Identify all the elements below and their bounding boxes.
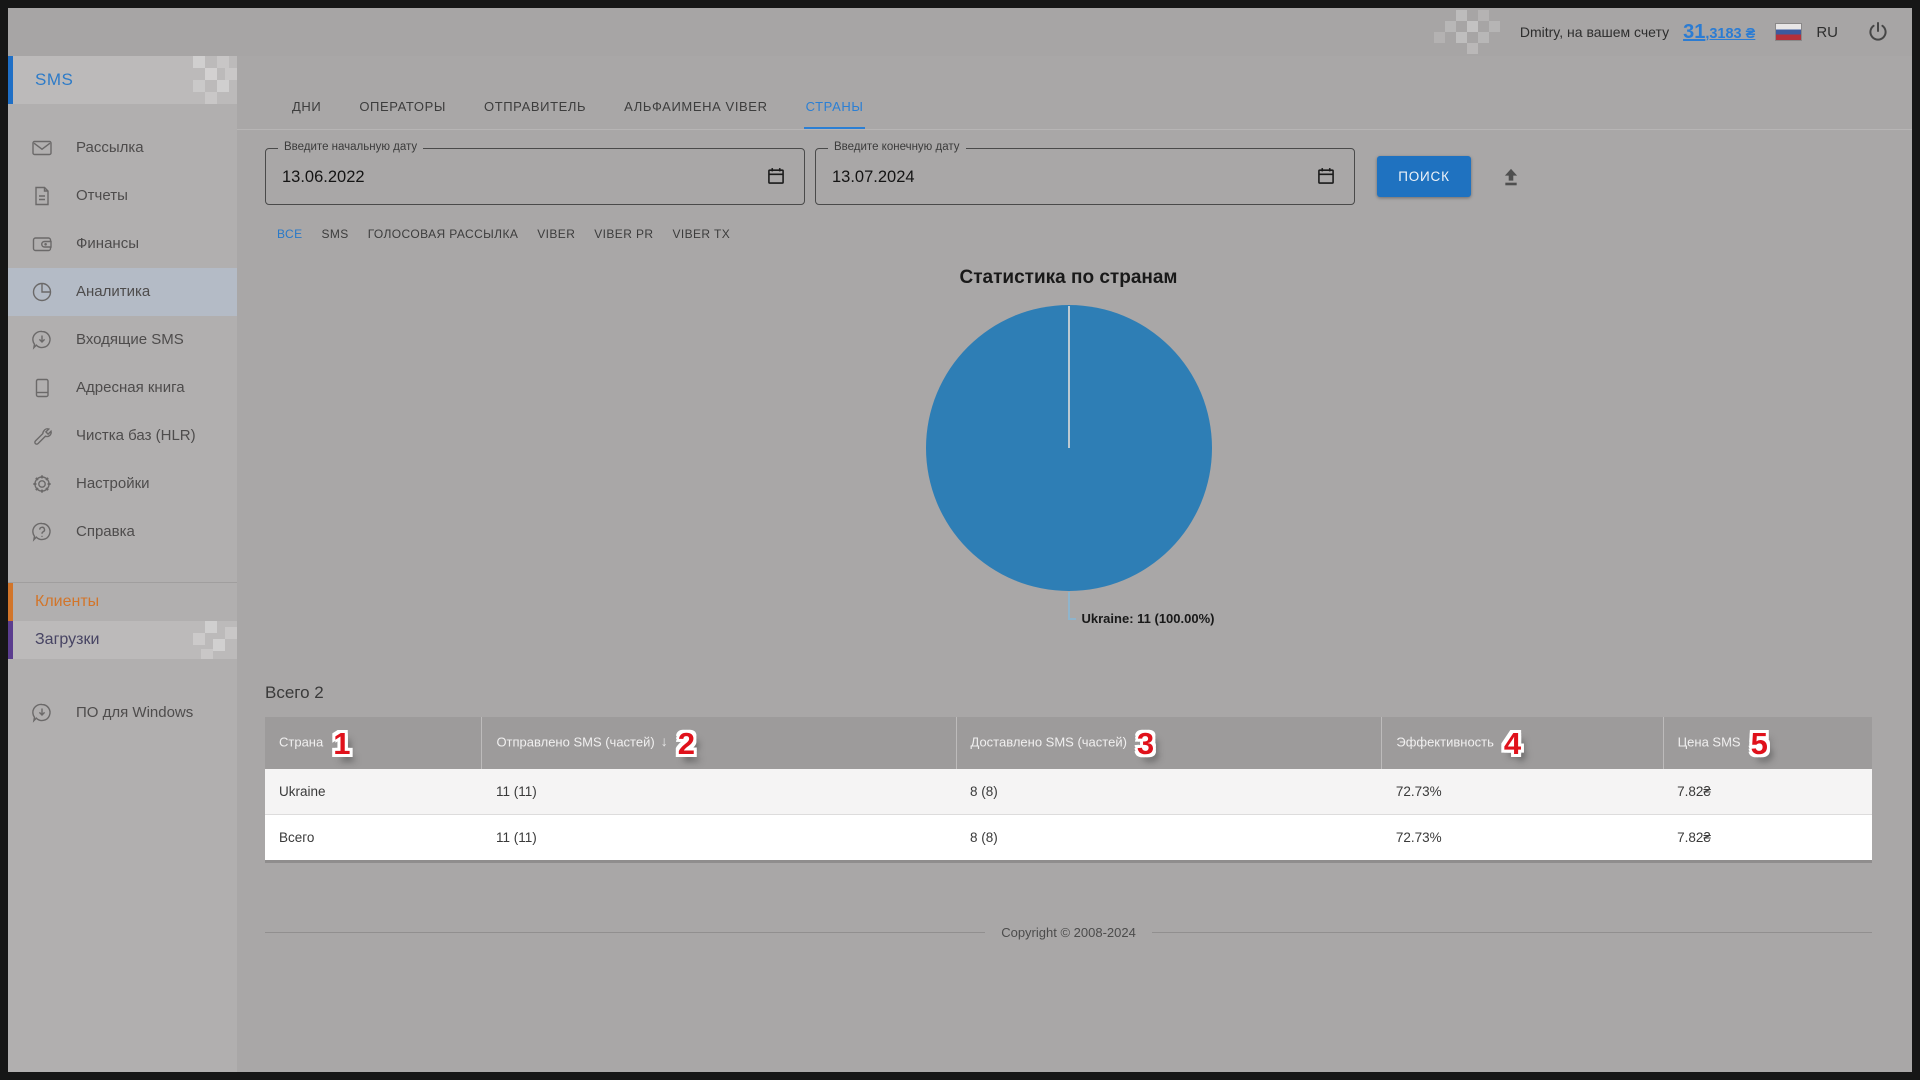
start-date-field[interactable]: Введите начальную дату 13.06.2022 — [265, 141, 805, 205]
sidebar-divider — [8, 582, 237, 583]
checker-decoration — [181, 621, 237, 659]
wallet-icon — [30, 232, 54, 256]
filter-viber-tx[interactable]: VIBER TX — [672, 227, 731, 241]
filter-viber-pr[interactable]: VIBER PR — [594, 227, 654, 241]
tab-strany[interactable]: СТРАНЫ — [803, 95, 866, 129]
checker-decoration — [1433, 10, 1500, 54]
windows-download-icon — [30, 701, 54, 725]
sidebar-nav: Рассылка Отчеты Финансы Аналитика — [8, 124, 237, 556]
filter-golosovaya[interactable]: ГОЛОСОВАЯ РАССЫЛКА — [367, 227, 519, 241]
sidebar-item-analitika[interactable]: Аналитика — [8, 268, 237, 316]
search-button[interactable]: ПОИСК — [1377, 156, 1471, 197]
balance-link[interactable]: 31,3183 ₴ — [1683, 21, 1755, 44]
envelope-icon — [30, 136, 54, 160]
sidebar-section-sms[interactable]: SMS — [8, 56, 237, 104]
russian-flag-icon — [1775, 23, 1803, 41]
cell-sent: 11 (11) — [481, 769, 956, 815]
sidebar-section-title: SMS — [35, 70, 74, 89]
copyright-text: Copyright © 2008-2024 — [1001, 925, 1136, 940]
cell-price: 7.82₴ — [1663, 814, 1872, 863]
column-header-strana[interactable]: Страна 1 — [265, 717, 483, 769]
sidebar-item-rassylka[interactable]: Рассылка — [8, 124, 237, 172]
countries-chart: Статистика по странам Ukraine: 11 (100.0… — [265, 267, 1872, 639]
end-date-field[interactable]: Введите конечную дату 13.07.2024 — [815, 141, 1355, 205]
column-header-dostavleno[interactable]: Доставлено SMS (частей) 3 — [956, 717, 1383, 769]
sidebar-item-adresnaya-kniga[interactable]: Адресная книга — [8, 364, 237, 412]
calendar-icon[interactable] — [1316, 166, 1336, 186]
sidebar-item-klienty[interactable]: Клиенты — [8, 583, 237, 621]
gear-icon — [30, 472, 54, 496]
tab-operatory[interactable]: ОПЕРАТОРЫ — [359, 99, 446, 114]
pie-slice-label: Ukraine: 11 (100.00%) — [1081, 611, 1215, 626]
channel-filter-bar: ВСЕ SMS ГОЛОСОВАЯ РАССЫЛКА VIBER VIBER P… — [277, 227, 1872, 241]
tab-dni[interactable]: ДНИ — [292, 99, 322, 114]
annotation-1: 1 — [333, 726, 351, 761]
annotation-4: 4 — [1503, 726, 1522, 761]
sidebar-item-finansy[interactable]: Финансы — [8, 220, 237, 268]
filter-viber[interactable]: VIBER — [537, 227, 576, 241]
start-date-label: Введите начальную дату — [278, 141, 424, 153]
annotation-2: 2 — [677, 726, 695, 761]
table-row-total: Всего 11 (11) 8 (8) 72.73% 7.82₴ — [265, 814, 1872, 863]
wrench-icon — [30, 424, 54, 448]
end-date-value: 13.07.2024 — [832, 168, 915, 186]
address-book-icon — [30, 376, 54, 400]
cell-country: Всего — [265, 814, 482, 863]
help-icon — [30, 520, 54, 544]
annotation-3: 3 — [1136, 726, 1155, 761]
column-header-cena-sms[interactable]: Цена SMS 5 — [1663, 717, 1872, 769]
sort-desc-icon: ↓ — [660, 733, 668, 750]
logout-power-icon[interactable] — [1866, 20, 1890, 44]
analytics-pie-icon — [30, 280, 54, 304]
tab-otpravitel[interactable]: ОТПРАВИТЕЛЬ — [483, 99, 587, 114]
balance-integer: 31 — [1683, 20, 1706, 43]
cell-efficiency: 72.73% — [1381, 814, 1664, 863]
pie-chart: Ukraine: 11 (100.00%) — [924, 303, 1214, 639]
account-greeting: Dmitry, на вашем счету — [1519, 24, 1670, 40]
table-row: Ukraine 11 (11) 8 (8) 72.73% 7.82₴ — [265, 769, 1872, 815]
sidebar-item-po-windows[interactable]: ПО для Windows — [8, 689, 237, 737]
end-date-label: Введите конечную дату — [828, 141, 966, 153]
sidebar-item-zagruzki[interactable]: Загрузки — [8, 621, 237, 659]
cell-delivered: 8 (8) — [956, 814, 1382, 863]
calendar-icon[interactable] — [766, 166, 786, 186]
cell-sent: 11 (11) — [481, 814, 956, 863]
tabs-divider — [237, 129, 1912, 130]
cell-delivered: 8 (8) — [956, 769, 1382, 815]
date-filter-row: Введите начальную дату 13.06.2022 Введит… — [265, 141, 1872, 205]
cell-country: Ukraine — [265, 769, 482, 815]
incoming-sms-icon — [30, 328, 54, 352]
language-switcher[interactable]: RU — [1816, 23, 1838, 41]
annotation-5: 5 — [1750, 726, 1768, 761]
countries-table: Страна 1 Отправлено SMS (частей) ↓ 2 Достав… — [265, 717, 1872, 863]
tab-alfaimena-viber[interactable]: АЛЬФАИМЕНА VIBER — [624, 99, 768, 114]
pie-chart-svg — [925, 305, 1212, 620]
filter-sms[interactable]: SMS — [321, 227, 349, 241]
sidebar-item-otchety[interactable]: Отчеты — [8, 172, 237, 220]
checker-decoration — [181, 56, 237, 104]
export-upload-icon[interactable] — [1499, 165, 1523, 189]
cell-price: 7.82₴ — [1663, 769, 1872, 815]
sidebar-item-spravka[interactable]: Справка — [8, 508, 237, 556]
column-header-otpravleno[interactable]: Отправлено SMS (частей) ↓ 2 — [481, 717, 957, 769]
sidebar-item-chistka-baz[interactable]: Чистка баз (HLR) — [8, 412, 237, 460]
start-date-value: 13.06.2022 — [282, 168, 365, 186]
cell-efficiency: 72.73% — [1381, 769, 1664, 815]
main-content: ДНИ ОПЕРАТОРЫ ОТПРАВИТЕЛЬ АЛЬФАИМЕНА VIB… — [237, 56, 1912, 1072]
tab-bar: ДНИ ОПЕРАТОРЫ ОТПРАВИТЕЛЬ АЛЬФАИМЕНА VIB… — [290, 95, 1872, 129]
table-header-row: Страна 1 Отправлено SMS (частей) ↓ 2 Достав… — [265, 717, 1872, 769]
report-icon — [30, 184, 54, 208]
sidebar-item-nastroiki[interactable]: Настройки — [8, 460, 237, 508]
top-bar: Dmitry, на вашем счету 31,3183 ₴ RU — [8, 8, 1912, 56]
chart-title: Статистика по странам — [959, 267, 1178, 288]
filter-vse[interactable]: ВСЕ — [277, 227, 303, 241]
table-total-count: Всего 2 — [265, 683, 324, 702]
sidebar: SMS Рассылка Отчет — [8, 56, 237, 1072]
app-window: Dmitry, на вашем счету 31,3183 ₴ RU SMS — [8, 8, 1912, 1072]
sidebar-item-vhodyashchie-sms[interactable]: Входящие SMS — [8, 316, 237, 364]
column-header-effektivnost[interactable]: Эффективность 4 — [1381, 717, 1664, 769]
footer: Copyright © 2008-2024 — [265, 925, 1872, 940]
balance-fraction: ,3183 ₴ — [1705, 25, 1756, 42]
